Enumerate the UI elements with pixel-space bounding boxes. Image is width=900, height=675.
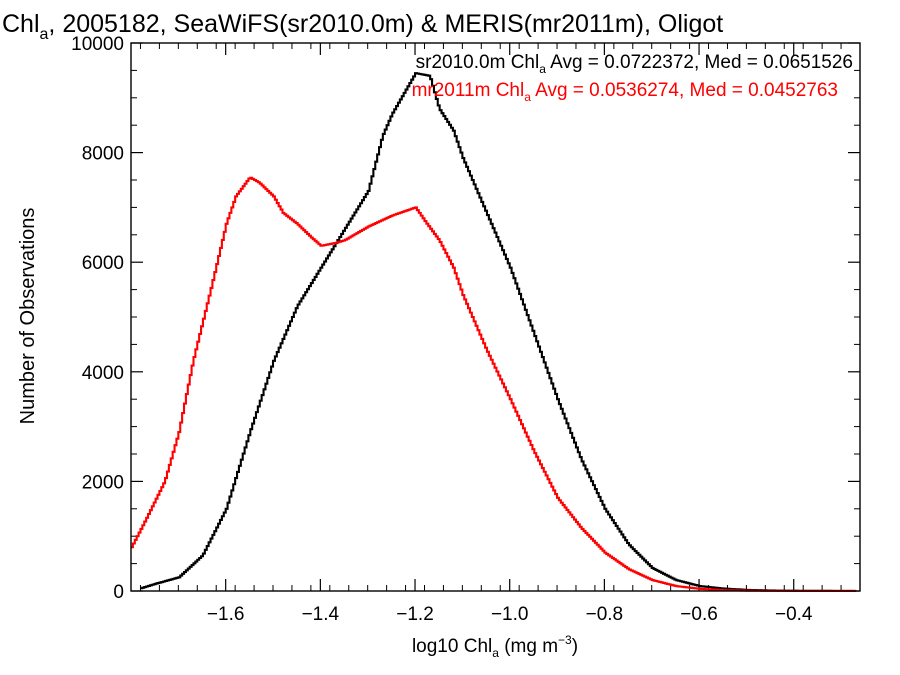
legend-entry-series-2: mr2011m Chla Avg = 0.0536274, Med = 0.04… xyxy=(412,80,838,104)
x-tick-label: −0.6 xyxy=(680,604,718,625)
series-line-1 xyxy=(140,72,857,592)
y-tick-label: 2000 xyxy=(82,472,124,493)
y-axis-title: Number of Observations xyxy=(17,208,39,425)
y-tick-label: 6000 xyxy=(82,253,124,274)
axis-ticks: −1.6 −1.4 −1.2 −1.0 −0.8 −0.6 −0.4 0 2000 4000 600… xyxy=(71,34,860,625)
y-tick-label: 10000 xyxy=(71,34,124,55)
x-tick-label: −1.0 xyxy=(491,604,529,625)
x-tick-label: −0.4 xyxy=(775,604,813,625)
x-tick-label: −0.8 xyxy=(586,604,624,625)
y-tick-label: 8000 xyxy=(82,144,124,165)
x-tick-label: −1.6 xyxy=(207,604,245,625)
plot-frame xyxy=(130,42,861,592)
x-tick-label: −1.2 xyxy=(396,604,434,625)
y-axis-label: Number of Observations xyxy=(17,208,39,425)
y-tick-label: 0 xyxy=(113,582,124,603)
y-tick-label: 4000 xyxy=(82,363,124,384)
legend-entry-series-1: sr2010.0m Chla Avg = 0.0722372, Med = 0.… xyxy=(416,52,853,76)
series-line-2 xyxy=(131,176,857,593)
x-tick-label: −1.4 xyxy=(302,604,340,625)
data-series xyxy=(131,72,857,593)
chart-title: Chla, 2005182, SeaWiFS(sr2010.0m) & MERI… xyxy=(2,10,723,43)
x-axis-title: log10 Chla (mg m−3) xyxy=(412,633,578,660)
